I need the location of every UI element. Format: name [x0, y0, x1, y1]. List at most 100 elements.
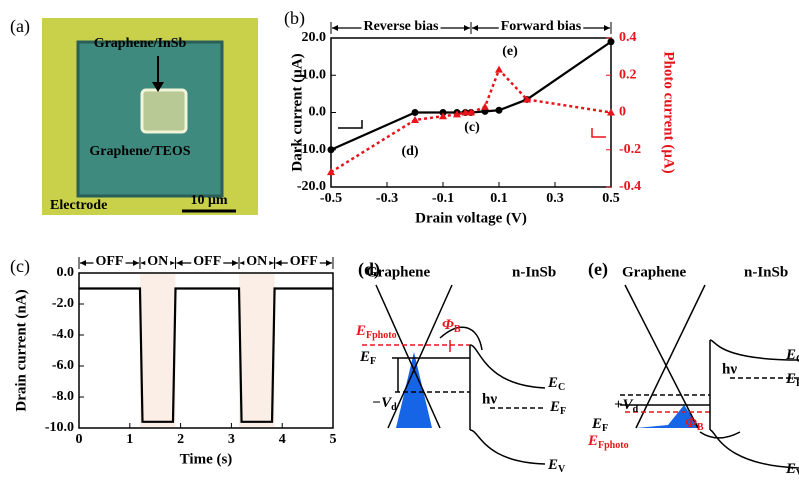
arrow-head: [604, 25, 610, 31]
arrow-head: [464, 25, 470, 31]
point: [496, 107, 503, 114]
arrow-head: [232, 260, 238, 266]
point: [411, 116, 419, 123]
y-tick-label: 0.0: [57, 265, 75, 280]
diagram-label: EF: [785, 371, 799, 389]
symbol: +V: [614, 397, 635, 413]
diagram-label: Graphene: [622, 264, 687, 280]
span-label: Forward bias: [501, 19, 582, 34]
span-label: ON: [246, 254, 267, 269]
annotation: (c): [464, 120, 480, 135]
plot-frame: [79, 273, 333, 428]
x-tick-label: 1: [126, 432, 133, 447]
carrier-path: [700, 432, 740, 438]
y2-tick-label: 0.4: [619, 30, 637, 45]
annotation: (e): [502, 44, 518, 59]
subscript: V: [558, 464, 566, 475]
x-tick-label: 0: [76, 432, 83, 447]
y2-tick-label: 0.2: [619, 67, 637, 82]
subscript: Fphoto: [366, 330, 397, 341]
point: [328, 146, 335, 153]
diagram-label: EF: [359, 349, 376, 367]
conduction-band: [470, 345, 545, 388]
subscript: B: [697, 422, 704, 433]
diagram-label: ΦB: [685, 415, 704, 433]
x-tick-label: 0.5: [602, 191, 620, 206]
span-label: OFF: [95, 254, 123, 269]
diagram-label: n-InSb: [744, 264, 788, 280]
scale-label: 10 μm: [190, 193, 227, 208]
subscript: Fphoto: [598, 440, 629, 451]
symbol: E: [355, 323, 366, 339]
panel-label: (a): [10, 16, 30, 37]
y2-tick-label: 0: [619, 105, 626, 120]
symbol: E: [547, 457, 558, 473]
band-diagram-d: [362, 285, 545, 464]
y-tick-label: 20.0: [302, 30, 327, 45]
symbol: E: [549, 399, 560, 415]
symbol: Φ: [442, 317, 454, 333]
subscript: F: [602, 423, 608, 434]
x-tick-label: -0.3: [376, 191, 398, 206]
valence-band: [470, 430, 545, 464]
y-axis-title: Drain current (nA): [13, 289, 29, 411]
span-label: ON: [147, 254, 168, 269]
symbol: E: [547, 375, 558, 391]
y-axis-title: Dark current (μA): [289, 53, 305, 171]
arrow-head: [332, 25, 338, 31]
label: Graphene/TEOS: [89, 144, 190, 159]
diagram-label: ΦB: [442, 317, 461, 335]
span-label: OFF: [193, 254, 221, 269]
point: [608, 38, 615, 45]
band-diagram-e: [620, 285, 799, 468]
arrow-head: [80, 260, 86, 266]
x-tick-label: -0.1: [432, 191, 454, 206]
diagram-label: hν: [722, 361, 737, 377]
diagram-label: (e): [588, 259, 608, 280]
diagram-label: Graphene: [366, 264, 431, 280]
arrow-head: [326, 260, 332, 266]
cone: [636, 285, 705, 428]
span-label: Reverse bias: [363, 19, 439, 34]
span-label: OFF: [290, 254, 318, 269]
symbol: −V: [372, 395, 393, 411]
diagram-label: EF: [591, 416, 608, 434]
subscript: d: [391, 402, 397, 413]
subscript: d: [633, 404, 639, 415]
diagram-label: EC: [547, 375, 565, 393]
label: Graphene/InSb: [94, 36, 187, 51]
insb-window: [142, 90, 186, 132]
symbol: E: [785, 371, 796, 387]
y-tick-label: -8.0: [52, 389, 74, 404]
y-tick-label: -10.0: [45, 420, 74, 435]
x-tick-label: 3: [228, 432, 235, 447]
diagram-label: +Vd: [614, 397, 639, 415]
diagram-label: EV: [785, 461, 799, 479]
symbol: E: [785, 461, 796, 477]
x-axis-title: Time (s): [180, 451, 233, 467]
point: [412, 109, 419, 116]
right-axis-pointer: [592, 128, 606, 137]
x-tick-label: 0.1: [490, 191, 508, 206]
arrow-head: [133, 260, 139, 266]
diagram-label: EC: [785, 347, 799, 365]
symbol: E: [359, 349, 370, 365]
y-tick-label: -20.0: [297, 179, 326, 194]
label: Electrode: [50, 198, 107, 213]
arrow-head: [472, 25, 478, 31]
diagram-label: EF: [549, 399, 566, 417]
arrow-head: [177, 260, 183, 266]
diagram-label: hν: [482, 391, 497, 407]
y-tick-label: -6.0: [52, 358, 74, 373]
annotation: (d): [401, 144, 418, 159]
subscript: F: [370, 356, 376, 367]
subscript: C: [558, 382, 565, 393]
x-tick-label: 5: [330, 432, 337, 447]
subscript: B: [454, 324, 461, 335]
diagram-label: EFphoto: [355, 323, 397, 341]
subscript: F: [560, 406, 566, 417]
y-tick-label: 0.0: [309, 105, 327, 120]
x-tick-label: 2: [177, 432, 184, 447]
point: [495, 66, 503, 73]
left-axis-pointer: [338, 120, 362, 128]
